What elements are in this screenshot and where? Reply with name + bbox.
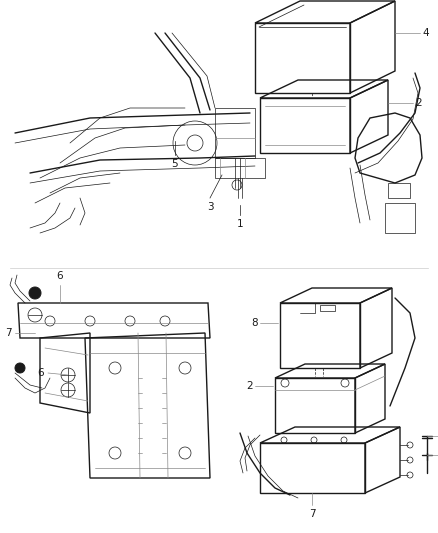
Text: 2: 2 [246,381,253,391]
Text: 8: 8 [251,318,258,328]
Text: 6: 6 [37,368,44,378]
Circle shape [29,287,41,299]
Text: 1: 1 [237,219,244,229]
Text: 7: 7 [5,328,12,338]
Text: 2: 2 [415,98,422,108]
Text: 4: 4 [422,28,429,38]
Circle shape [15,363,25,373]
Text: 7: 7 [309,509,315,519]
Text: 6: 6 [57,271,64,281]
Text: 5: 5 [172,159,178,169]
Text: 3: 3 [207,202,213,212]
